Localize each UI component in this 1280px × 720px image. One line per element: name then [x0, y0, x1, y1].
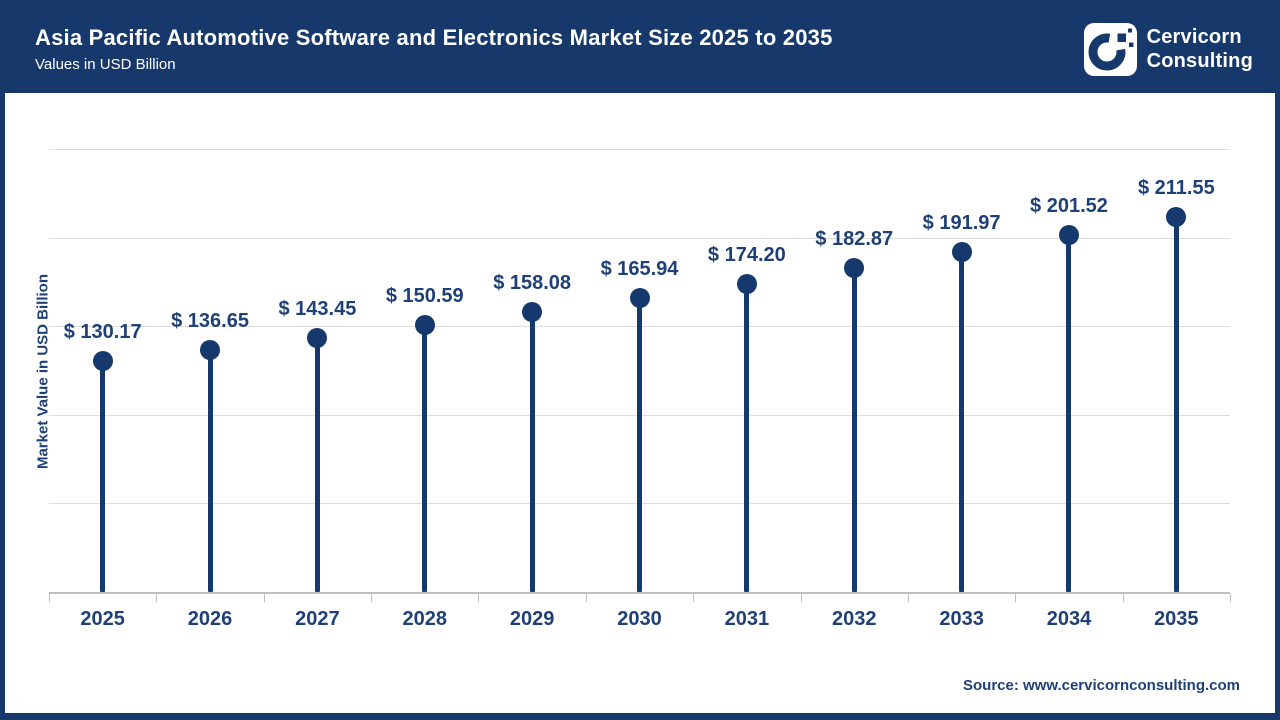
- x-axis-tick: [1230, 594, 1231, 602]
- data-point-stem: [100, 361, 106, 592]
- data-point-stem: [637, 298, 642, 592]
- data-point: [92, 351, 113, 372]
- x-axis-tick: [907, 594, 909, 602]
- market-size-chart: Market Value in USD Billion $ 130.17 2025…: [5, 93, 1275, 713]
- x-axis-tick: [263, 594, 265, 602]
- data-point-stem: [422, 325, 428, 592]
- x-axis-tick: [49, 594, 50, 602]
- value-label: $ 174.20: [707, 243, 786, 266]
- value-label: $ 211.55: [1137, 177, 1215, 200]
- page-subtitle: Values in USD Billion: [35, 56, 176, 73]
- x-tick-label: 2035: [1154, 608, 1199, 630]
- x-axis-tick: [156, 594, 158, 602]
- data-point-stem: [744, 283, 750, 592]
- x-axis-tick: [1015, 594, 1017, 602]
- y-axis-title: Market Value in USD Billion: [34, 273, 52, 470]
- page-title: Asia Pacific Automotive Software and Ele…: [35, 25, 833, 50]
- value-label: $ 182.87: [815, 228, 894, 251]
- value-label: $ 191.97: [922, 212, 1001, 235]
- data-point-stem: [1173, 217, 1179, 592]
- gridline: [49, 149, 1230, 151]
- value-label: $ 201.52: [1030, 195, 1108, 218]
- source-text: Source: www.cervicornconsulting.com: [962, 677, 1240, 694]
- data-point-stem: [207, 350, 213, 592]
- value-label: $ 136.65: [171, 310, 249, 332]
- data-point: [200, 340, 221, 360]
- brand-name: Cervicorn Consulting: [1147, 25, 1253, 73]
- data-point: [522, 302, 543, 323]
- header-titles: Asia Pacific Automotive Software and Ele…: [35, 25, 833, 73]
- x-axis-tick: [1122, 594, 1124, 602]
- brand-name-line1: Cervicorn: [1146, 26, 1242, 48]
- x-axis-tick: [693, 594, 695, 602]
- data-point-stem: [959, 252, 965, 592]
- value-label: $ 130.17: [63, 321, 142, 344]
- brand-name-line2: Consulting: [1146, 50, 1253, 72]
- value-label: $ 158.08: [493, 272, 572, 295]
- x-tick-label: 2025: [80, 608, 125, 630]
- x-tick-label: 2033: [939, 608, 984, 630]
- x-tick-label: 2030: [617, 608, 662, 630]
- x-axis-tick: [800, 594, 802, 602]
- value-label: $ 143.45: [278, 297, 357, 320]
- x-tick-label: 2028: [402, 608, 448, 630]
- x-axis-line: [49, 592, 1230, 594]
- x-tick-label: 2026: [187, 608, 233, 630]
- data-point-stem: [851, 268, 857, 592]
- data-point: [629, 288, 650, 309]
- x-tick-label: 2029: [509, 608, 555, 630]
- data-point-stem: [529, 312, 535, 592]
- data-point: [1058, 225, 1079, 246]
- data-point: [307, 327, 328, 348]
- x-tick-label: 2034: [1046, 608, 1092, 630]
- data-point: [951, 242, 972, 263]
- gridline: [49, 237, 1230, 239]
- x-axis-tick: [371, 594, 373, 602]
- x-axis-tick: [585, 594, 587, 602]
- cervicorn-c-logo-icon: [1083, 22, 1137, 76]
- data-point: [1166, 207, 1187, 228]
- x-axis-tick: [478, 594, 480, 602]
- data-point: [844, 258, 865, 279]
- data-point-stem: [314, 337, 320, 592]
- brand-block: Cervicorn Consulting: [1083, 22, 1253, 76]
- x-tick-label: 2027: [295, 608, 340, 630]
- header-band: Asia Pacific Automotive Software and Ele…: [5, 5, 1275, 93]
- data-point: [414, 315, 435, 336]
- x-tick-label: 2032: [831, 608, 877, 630]
- x-tick-label: 2031: [724, 608, 770, 630]
- data-point-stem: [1066, 235, 1072, 592]
- value-label: $ 150.59: [385, 285, 464, 308]
- data-point: [736, 273, 757, 294]
- value-label: $ 165.94: [600, 258, 679, 281]
